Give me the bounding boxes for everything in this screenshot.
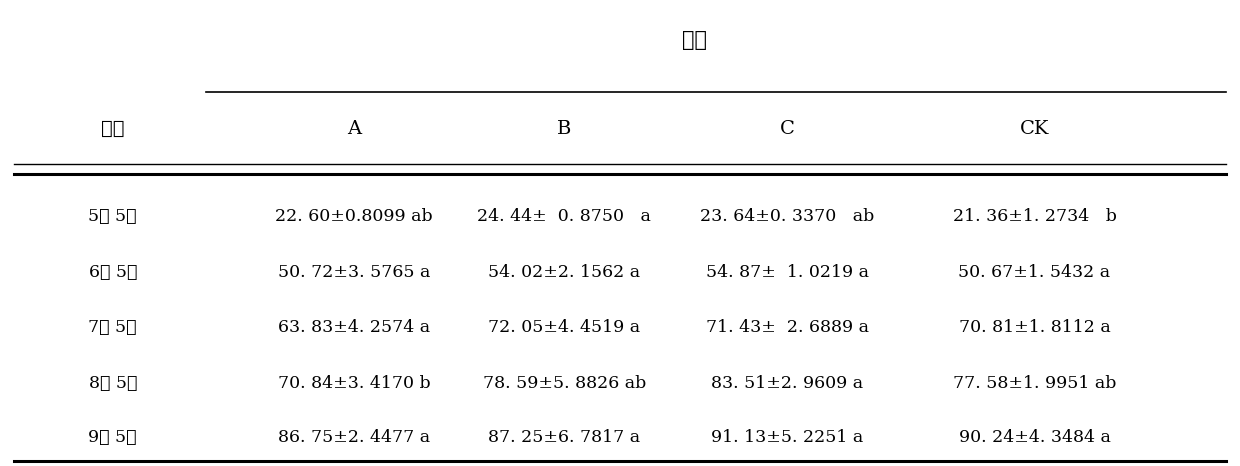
Text: 6月 5日: 6月 5日 (88, 264, 136, 281)
Text: 8月 5日: 8月 5日 (88, 375, 136, 392)
Text: 78. 59±5. 8826 ab: 78. 59±5. 8826 ab (482, 375, 646, 392)
Text: 21. 36±1. 2734   b: 21. 36±1. 2734 b (952, 208, 1116, 225)
Text: 70. 84±3. 4170 b: 70. 84±3. 4170 b (278, 375, 430, 392)
Text: 处理: 处理 (682, 31, 707, 50)
Text: 86. 75±2. 4477 a: 86. 75±2. 4477 a (278, 429, 430, 446)
Text: 71. 43±  2. 6889 a: 71. 43± 2. 6889 a (706, 320, 868, 336)
Text: B: B (557, 120, 572, 138)
Text: 63. 83±4. 2574 a: 63. 83±4. 2574 a (278, 320, 430, 336)
Text: 23. 64±0. 3370   ab: 23. 64±0. 3370 ab (699, 208, 874, 225)
Text: 83. 51±2. 9609 a: 83. 51±2. 9609 a (711, 375, 863, 392)
Text: 50. 72±3. 5765 a: 50. 72±3. 5765 a (278, 264, 430, 281)
Text: 5月 5日: 5月 5日 (88, 208, 136, 225)
Text: 22. 60±0.8099 ab: 22. 60±0.8099 ab (275, 208, 433, 225)
Text: CK: CK (1019, 120, 1049, 138)
Text: 9月 5日: 9月 5日 (88, 429, 136, 446)
Text: 日期: 日期 (100, 120, 124, 138)
Text: 50. 67±1. 5432 a: 50. 67±1. 5432 a (959, 264, 1111, 281)
Text: 70. 81±1. 8112 a: 70. 81±1. 8112 a (959, 320, 1110, 336)
Text: 7月 5日: 7月 5日 (88, 320, 136, 336)
Text: 90. 24±4. 3484 a: 90. 24±4. 3484 a (959, 429, 1110, 446)
Text: 87. 25±6. 7817 a: 87. 25±6. 7817 a (489, 429, 640, 446)
Text: 77. 58±1. 9951 ab: 77. 58±1. 9951 ab (952, 375, 1116, 392)
Text: 91. 13±5. 2251 a: 91. 13±5. 2251 a (711, 429, 863, 446)
Text: 54. 87±  1. 0219 a: 54. 87± 1. 0219 a (706, 264, 868, 281)
Text: 72. 05±4. 4519 a: 72. 05±4. 4519 a (489, 320, 640, 336)
Text: C: C (780, 120, 795, 138)
Text: 24. 44±  0. 8750   a: 24. 44± 0. 8750 a (477, 208, 651, 225)
Text: A: A (347, 120, 361, 138)
Text: 54. 02±2. 1562 a: 54. 02±2. 1562 a (489, 264, 640, 281)
